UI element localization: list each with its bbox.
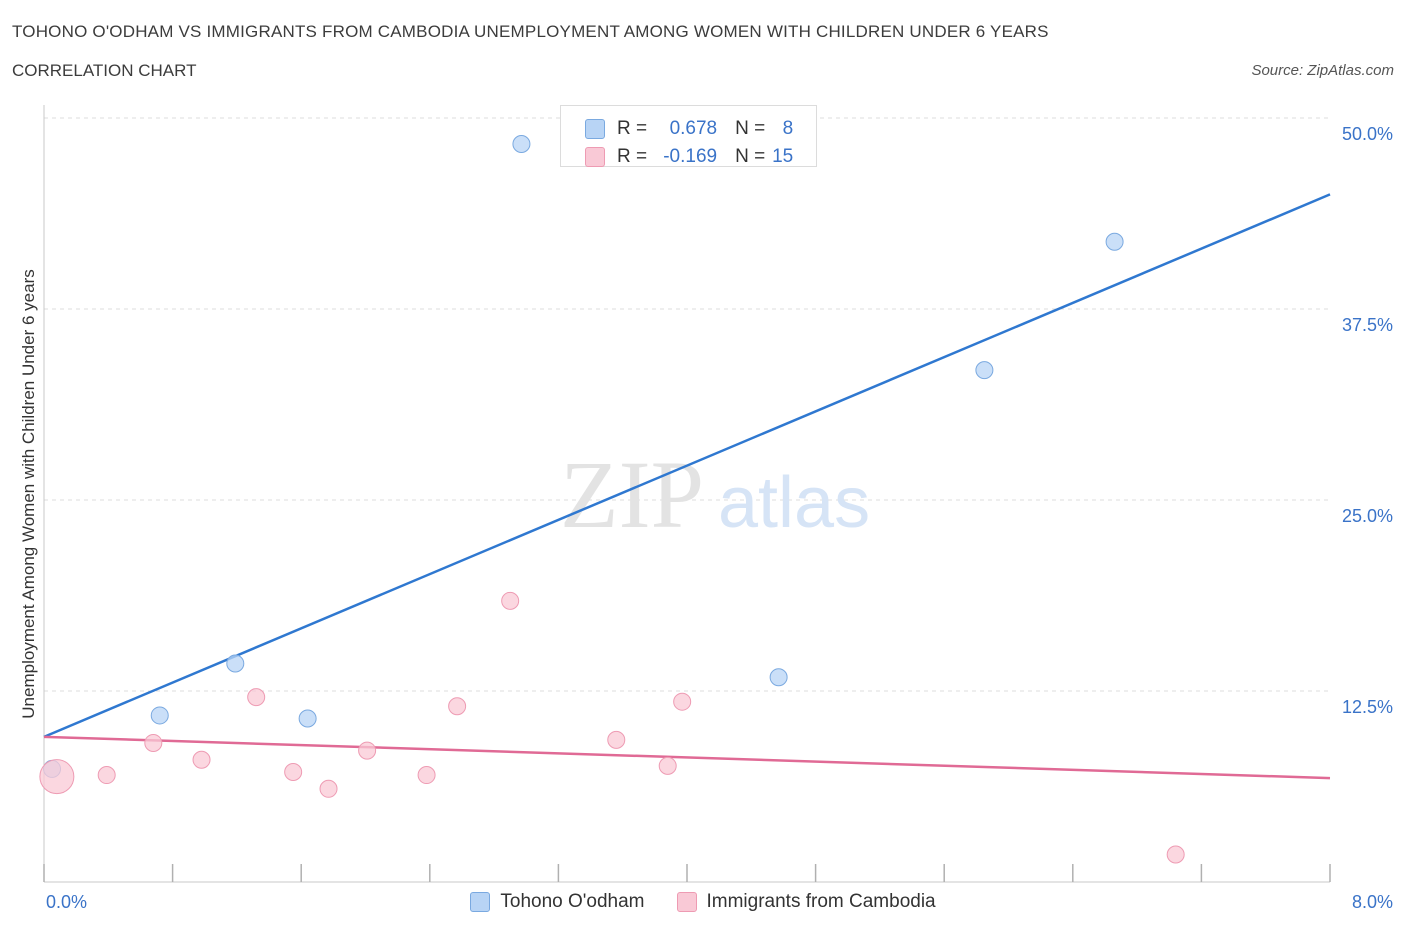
point-cambodia-4 — [247, 688, 266, 707]
point-cambodia-14 — [1166, 845, 1185, 864]
stats-legend: R = 0.678 N = 8 R = -0.169 N = 15 — [560, 105, 817, 167]
y-tick-label-3: 50.0% — [1342, 124, 1393, 144]
stats-row-series1: R = 0.678 N = 8 — [585, 115, 793, 143]
point-tohono-3 — [298, 709, 317, 728]
legend-label-tohono: Tohono O'odham — [500, 891, 645, 912]
point-cambodia-10 — [501, 591, 520, 610]
y-tick-label-2: 37.5% — [1342, 315, 1393, 335]
data-points — [39, 134, 1185, 864]
y-tick-label-0: 12.5% — [1342, 697, 1393, 717]
series2-r-value: -0.169 — [663, 146, 718, 167]
y-tick-label-1: 25.0% — [1342, 506, 1393, 526]
series1-n-value: 8 — [782, 118, 794, 139]
point-tohono-1 — [150, 706, 169, 725]
point-cambodia-0 — [39, 759, 75, 795]
bottom-legend: Tohono O'odham Immigrants from Cambodia — [0, 888, 1406, 916]
point-cambodia-12 — [658, 756, 677, 775]
point-cambodia-1 — [97, 766, 116, 785]
watermark: ZIP atlas — [560, 441, 870, 548]
legend-label-cambodia: Immigrants from Cambodia — [706, 891, 936, 912]
trendline-tohono — [43, 193, 1331, 738]
point-tohono-2 — [226, 654, 245, 673]
point-cambodia-2 — [144, 733, 163, 752]
series2-n-value: 15 — [772, 146, 794, 167]
point-cambodia-13 — [673, 692, 692, 711]
chart-subtitle: CORRELATION CHART — [12, 61, 197, 80]
watermark-atlas: atlas — [718, 463, 870, 543]
tohono-swatch — [470, 892, 491, 912]
chart-title: TOHONO O'ODHAM VS IMMIGRANTS FROM CAMBOD… — [12, 22, 1049, 41]
trend-lines — [43, 193, 1331, 780]
tick-labels: 12.5% 25.0% 37.5% 50.0% 0.0% 8.0% — [46, 124, 1393, 912]
source-label: Source: ZipAtlas.com — [1251, 62, 1394, 79]
point-cambodia-5 — [284, 762, 303, 781]
n-label: N = — [735, 118, 766, 139]
cambodia-swatch — [676, 892, 697, 912]
x-tick-label-min: 0.0% — [46, 892, 87, 912]
axes — [43, 105, 1331, 883]
n-label: N = — [735, 146, 766, 167]
y-axis-label: Unemployment Among Women with Children U… — [19, 269, 38, 718]
watermark-zip: ZIP — [560, 441, 704, 548]
point-tohono-5 — [769, 668, 788, 687]
point-cambodia-8 — [417, 766, 436, 785]
point-cambodia-3 — [192, 750, 211, 769]
grid-lines — [44, 117, 1330, 692]
legend-item-tohono[interactable]: Tohono O'odham — [470, 891, 645, 913]
point-cambodia-6 — [319, 779, 338, 798]
point-cambodia-11 — [607, 730, 626, 749]
series1-swatch — [585, 119, 605, 139]
point-cambodia-9 — [448, 697, 467, 716]
series2-swatch — [585, 147, 605, 167]
legend-item-cambodia[interactable]: Immigrants from Cambodia — [676, 891, 936, 913]
trendline-cambodia — [43, 735, 1331, 780]
point-tohono-6 — [975, 361, 994, 380]
r-label: R = — [617, 118, 648, 139]
x-tick-label-max: 8.0% — [1352, 892, 1393, 912]
point-tohono-7 — [1105, 232, 1124, 251]
point-tohono-4 — [512, 134, 531, 153]
series1-r-value: 0.678 — [669, 118, 718, 139]
stats-row-series2: R = -0.169 N = 15 — [585, 143, 793, 171]
point-cambodia-7 — [358, 741, 377, 760]
r-label: R = — [617, 146, 648, 167]
